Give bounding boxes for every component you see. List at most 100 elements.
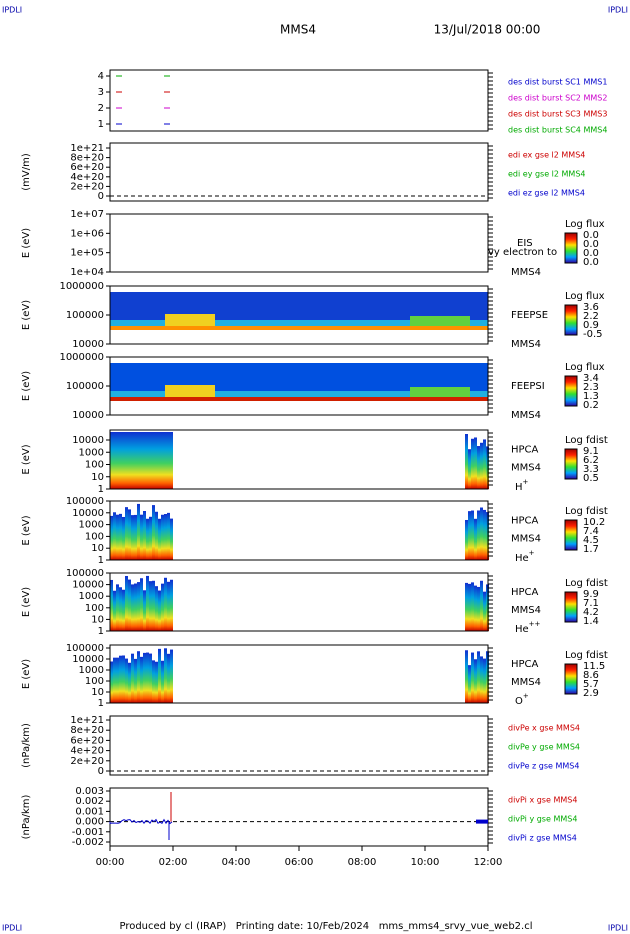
y-tick-label: 10000 [72, 508, 104, 519]
colorbar-tick-label: 2.2 [583, 311, 599, 322]
spectrogram-column [119, 655, 122, 703]
species-base: He [515, 624, 529, 635]
x-tick-label: 06:00 [285, 857, 314, 868]
legend-label: edi ey gse l2 MMS4 [508, 170, 586, 179]
y-tick-label: 4e+20 [70, 172, 104, 183]
spectrogram-column [146, 652, 149, 703]
spectrogram-column [477, 510, 480, 560]
instrument-label: MMS4 [511, 410, 541, 421]
colorbar-title: Log fdist [565, 578, 608, 589]
y-axis-label: E (eV) [21, 371, 32, 401]
spectrogram-column [477, 586, 480, 631]
spectrogram-column [125, 432, 128, 489]
spectrogram-column [110, 579, 113, 631]
spectrogram-column [161, 583, 164, 631]
spectrogram-column [483, 439, 486, 489]
spectrogram-column [152, 660, 155, 703]
y-tick-label: 100000 [66, 381, 104, 392]
legend-label: edi ez gse l2 MMS4 [508, 189, 585, 198]
legend-label: divPi y gse MMS4 [508, 815, 577, 824]
y-axis-label: (nPa/km) [21, 723, 32, 768]
spectrogram-column [465, 434, 468, 489]
y-tick-label: 10000 [72, 580, 104, 591]
spectrogram-column [113, 432, 116, 489]
spectrogram-column [477, 446, 480, 489]
spectrogram-column [483, 591, 486, 631]
spectrogram-column [119, 587, 122, 631]
colorbar-tick-label: 0.0 [583, 248, 599, 259]
panel-frame [109, 142, 489, 202]
y-tick-label: 1e+06 [70, 228, 104, 239]
colorbar-tick-label: 3.6 [583, 302, 599, 313]
y-tick-label: 1e+21 [70, 715, 104, 726]
colorbar [564, 663, 578, 695]
spectrogram-band [165, 385, 215, 397]
y-tick-label: 10 [91, 472, 104, 483]
spectrogram-column [471, 582, 474, 631]
spectrogram-column [465, 582, 468, 631]
instrument-label: MMS4 [511, 267, 541, 278]
instrument-label: EIS [517, 238, 533, 249]
species-label: H+ [515, 478, 529, 493]
colorbar-tick-label: 2.3 [583, 382, 599, 393]
spectrogram-column [152, 432, 155, 489]
spectrogram-column [483, 509, 486, 560]
colorbar-tick-label: 1.3 [583, 391, 599, 402]
y-tick-label: 0.002 [75, 796, 104, 807]
spectrogram-column [116, 657, 119, 703]
colorbar-tick-label: 0.0 [583, 257, 599, 268]
y-tick-label: 100 [85, 603, 104, 614]
spectrogram-column [152, 505, 155, 560]
species-base: O [515, 696, 523, 707]
spectrogram-column [125, 507, 128, 560]
colorbar-tick-label: 11.5 [583, 661, 605, 672]
spectrogram-column [140, 514, 143, 560]
y-tick-label: 1 [98, 698, 104, 709]
colorbar-tick-label: 0.0 [583, 239, 599, 250]
y-tick-label: 10000 [72, 339, 104, 350]
y-tick-label: 100000 [66, 310, 104, 321]
legend-label: divPe z gse MMS4 [508, 762, 579, 771]
spectrogram-column [131, 432, 134, 489]
spectrogram-column [158, 590, 161, 631]
spectrogram-column [483, 658, 486, 703]
spectrogram-column [122, 432, 125, 489]
spectrogram-column [170, 432, 173, 489]
species-base: He [515, 553, 529, 564]
y-tick-label: 0.000 [75, 817, 104, 828]
spectrogram-column [471, 510, 474, 560]
colorbar-tick-label: 1.4 [583, 616, 599, 627]
spectrogram-column [480, 507, 483, 560]
spectrogram-column [155, 586, 158, 631]
y-tick-label: 10000 [72, 435, 104, 446]
spectrogram-column [170, 518, 173, 560]
spectrogram-column [140, 578, 143, 631]
colorbar-title: Log fdist [565, 506, 608, 517]
colorbar-tick-label: 8.6 [583, 670, 599, 681]
spectrogram-column [471, 652, 474, 703]
spectrogram-column [161, 660, 164, 703]
y-tick-label: 0 [98, 766, 104, 777]
spectrogram-column [119, 432, 122, 489]
y-tick-label: 1 [98, 119, 104, 130]
spectrogram-column [113, 512, 116, 560]
y-axis-label: (mV/m) [21, 153, 32, 191]
instrument-label: HPCA [511, 659, 539, 670]
spectrogram-column [155, 511, 158, 560]
species-sup: + [523, 692, 529, 700]
spectrogram-column [474, 437, 477, 489]
species-label: He+ [515, 549, 535, 564]
y-tick-label: 1e+07 [70, 209, 104, 220]
spectrogram-column [468, 583, 471, 631]
spectrogram-band [410, 387, 470, 397]
trace [109, 818, 173, 825]
y-axis-label: E (eV) [21, 587, 32, 617]
spectrogram-column [161, 432, 164, 489]
spectrogram-band [410, 316, 470, 326]
panel-frame [109, 715, 489, 776]
y-tick-label: 10000 [72, 654, 104, 665]
species-sup: ++ [529, 620, 541, 628]
colorbar-tick-label: -0.5 [583, 329, 603, 340]
spectrogram-column [122, 516, 125, 560]
spectrogram-column [468, 449, 471, 489]
